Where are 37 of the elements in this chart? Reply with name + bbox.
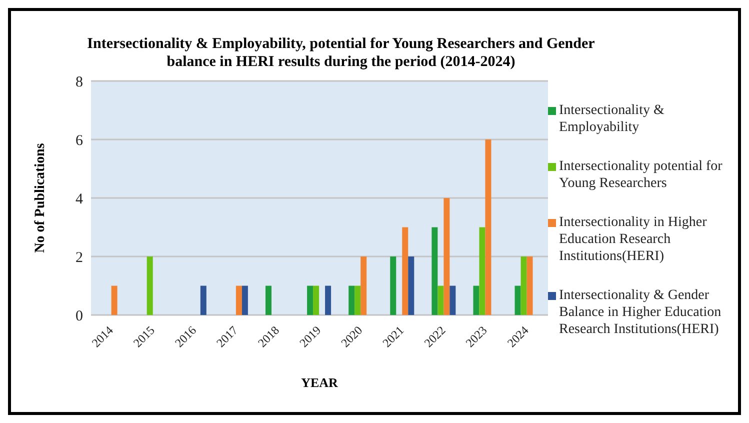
- y-tick-label: 0: [76, 308, 83, 324]
- bar: [402, 227, 408, 315]
- y-axis-title: No of Publications: [32, 142, 48, 253]
- bar: [313, 286, 320, 315]
- bar: [146, 256, 153, 315]
- y-tick-label: 6: [76, 132, 84, 149]
- bar: [325, 286, 332, 315]
- y-tick-label: 8: [76, 74, 83, 90]
- bar: [485, 140, 492, 315]
- bar: [514, 286, 521, 315]
- bar: [354, 286, 361, 315]
- bar: [348, 286, 355, 315]
- bar: [307, 286, 314, 315]
- bar: [520, 256, 527, 315]
- bar: [479, 227, 486, 315]
- bar: [236, 286, 242, 315]
- bar: [444, 198, 450, 315]
- y-tick-label: 4: [76, 191, 84, 208]
- legend-label: Intersectionality in Higher Education Research Institutions(HERI): [559, 214, 708, 265]
- legend-label: Intersectionality & Employability: [559, 102, 666, 136]
- legend-label: Intersectionality potential for Young Researchers: [559, 158, 724, 192]
- bar: [450, 286, 456, 315]
- bar: [111, 286, 118, 315]
- bar: [438, 286, 444, 315]
- x-axis-title: YEAR: [301, 375, 339, 390]
- bar: [200, 286, 206, 315]
- bar: [242, 286, 248, 315]
- bar: [390, 256, 396, 315]
- legend-label: Intersectionality & Gender Balance in Higher Education Research Institutions(HERI): [559, 287, 722, 338]
- bar: [526, 256, 533, 315]
- y-tick-label: 2: [76, 250, 83, 266]
- bar: [265, 286, 272, 315]
- chart-title: Intersectionality & Employability, potential for Young Researchers and Gender balance in HERI results during the period (2014-2024): [86, 35, 596, 71]
- bar: [432, 227, 438, 315]
- bar: [408, 256, 414, 315]
- bar: [360, 256, 367, 315]
- bar: [473, 286, 480, 315]
